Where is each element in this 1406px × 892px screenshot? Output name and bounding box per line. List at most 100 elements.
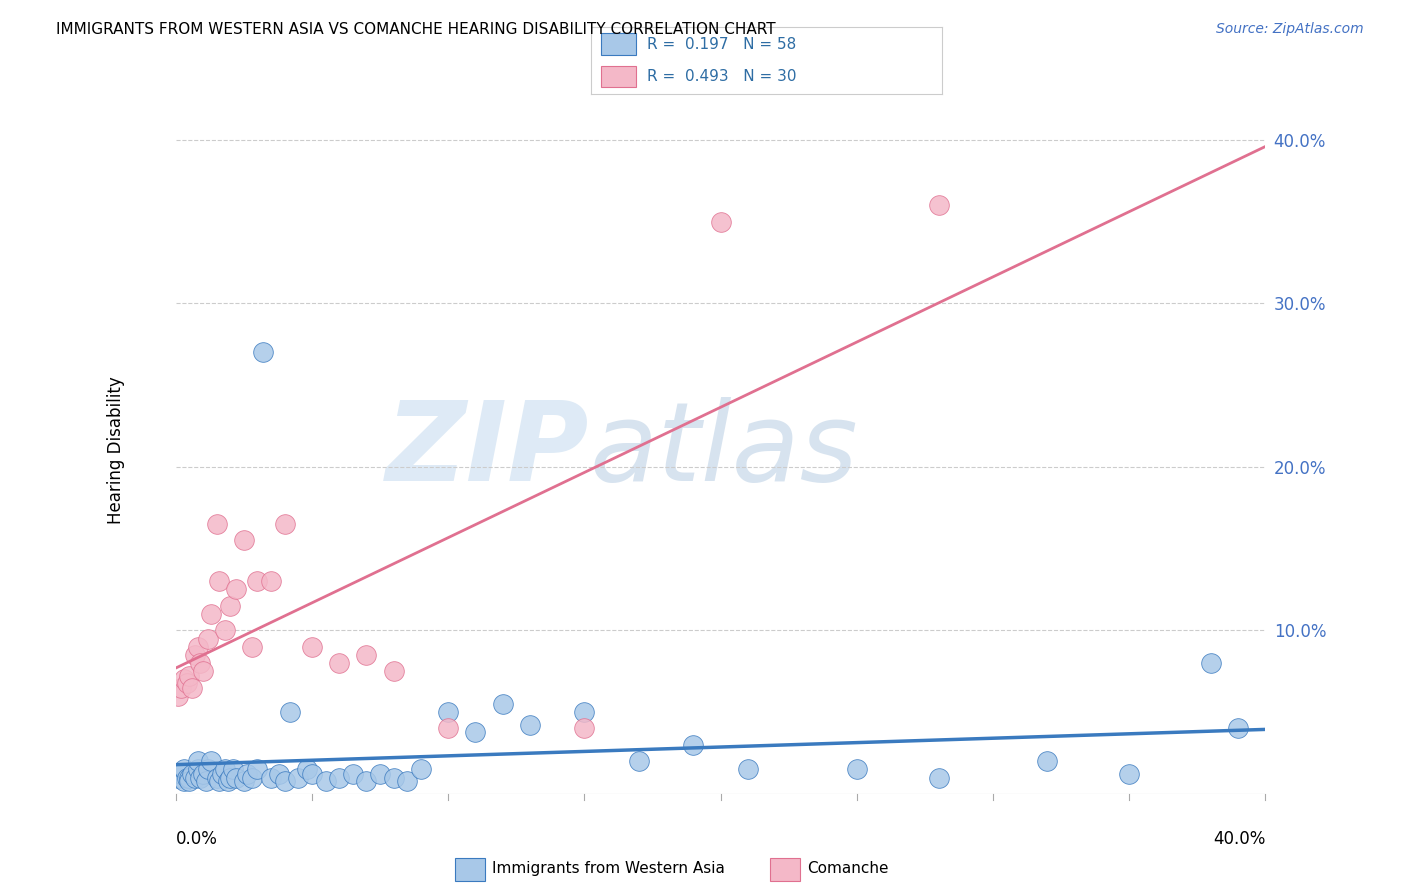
Point bbox=[173, 673, 195, 687]
Point bbox=[219, 771, 242, 785]
Point bbox=[225, 582, 247, 597]
Point bbox=[301, 767, 323, 781]
Point bbox=[222, 762, 245, 776]
Point bbox=[232, 773, 254, 788]
Point bbox=[1118, 767, 1140, 781]
Point bbox=[184, 648, 207, 662]
Point bbox=[235, 767, 257, 781]
Point bbox=[205, 771, 228, 785]
Point bbox=[197, 762, 219, 776]
Point bbox=[287, 771, 309, 785]
Point bbox=[328, 656, 350, 670]
Text: IMMIGRANTS FROM WESTERN ASIA VS COMANCHE HEARING DISABILITY CORRELATION CHART: IMMIGRANTS FROM WESTERN ASIA VS COMANCHE… bbox=[56, 22, 776, 37]
Point bbox=[240, 771, 263, 785]
Point bbox=[186, 640, 209, 654]
Point bbox=[356, 773, 378, 788]
Point bbox=[181, 681, 204, 695]
Point bbox=[274, 773, 297, 788]
Point bbox=[1199, 656, 1222, 670]
Text: Comanche: Comanche bbox=[807, 862, 889, 876]
Text: R =  0.493   N = 30: R = 0.493 N = 30 bbox=[647, 69, 796, 84]
Point bbox=[205, 516, 228, 531]
Point bbox=[197, 632, 219, 646]
Point bbox=[260, 574, 283, 589]
Point bbox=[382, 771, 405, 785]
Point bbox=[170, 767, 193, 781]
Point bbox=[737, 762, 759, 776]
Text: ZIP: ZIP bbox=[387, 397, 591, 504]
Point bbox=[184, 771, 207, 785]
Text: Immigrants from Western Asia: Immigrants from Western Asia bbox=[492, 862, 724, 876]
Point bbox=[240, 640, 263, 654]
Point bbox=[356, 648, 378, 662]
Point bbox=[200, 607, 222, 621]
Point bbox=[1036, 754, 1059, 768]
Text: atlas: atlas bbox=[591, 397, 859, 504]
Point bbox=[167, 689, 190, 703]
Point bbox=[301, 640, 323, 654]
Bar bbox=[602, 66, 636, 87]
Point bbox=[260, 771, 283, 785]
Point bbox=[214, 624, 236, 638]
Bar bbox=[456, 858, 485, 880]
Point bbox=[409, 762, 432, 776]
Point bbox=[176, 675, 198, 690]
Point bbox=[574, 722, 596, 736]
Point bbox=[170, 681, 193, 695]
Text: 0.0%: 0.0% bbox=[176, 830, 218, 848]
Point bbox=[217, 773, 239, 788]
Point bbox=[437, 722, 460, 736]
Point bbox=[211, 767, 233, 781]
Point bbox=[173, 762, 195, 776]
Point bbox=[252, 345, 274, 359]
Point bbox=[181, 767, 204, 781]
Point bbox=[246, 574, 269, 589]
Point bbox=[219, 599, 242, 613]
Point bbox=[269, 767, 291, 781]
Point bbox=[682, 738, 704, 752]
Text: Hearing Disability: Hearing Disability bbox=[107, 376, 125, 524]
Point bbox=[278, 705, 301, 719]
Point bbox=[627, 754, 650, 768]
Point bbox=[186, 762, 209, 776]
Point bbox=[315, 773, 337, 788]
Point bbox=[194, 773, 217, 788]
Text: Source: ZipAtlas.com: Source: ZipAtlas.com bbox=[1216, 22, 1364, 37]
Point bbox=[342, 767, 364, 781]
Point bbox=[328, 771, 350, 785]
Point bbox=[464, 724, 486, 739]
Point bbox=[173, 773, 195, 788]
Text: R =  0.197   N = 58: R = 0.197 N = 58 bbox=[647, 37, 796, 52]
Point bbox=[519, 718, 541, 732]
Point bbox=[214, 762, 236, 776]
Point bbox=[225, 771, 247, 785]
Point bbox=[232, 533, 254, 548]
Point bbox=[176, 771, 198, 785]
Point bbox=[710, 214, 733, 228]
Point bbox=[188, 771, 211, 785]
Point bbox=[191, 664, 214, 679]
Point bbox=[191, 767, 214, 781]
Point bbox=[274, 516, 297, 531]
Point bbox=[167, 771, 190, 785]
Point bbox=[295, 762, 318, 776]
Point bbox=[492, 697, 515, 711]
Point bbox=[208, 574, 231, 589]
Point bbox=[1227, 722, 1250, 736]
Bar bbox=[770, 858, 800, 880]
Point bbox=[179, 669, 201, 683]
Point bbox=[246, 762, 269, 776]
Point bbox=[179, 773, 201, 788]
Point bbox=[845, 762, 868, 776]
Point bbox=[396, 773, 419, 788]
Point bbox=[179, 771, 201, 785]
Point bbox=[186, 754, 209, 768]
Point bbox=[200, 754, 222, 768]
Point bbox=[368, 767, 391, 781]
Text: 40.0%: 40.0% bbox=[1213, 830, 1265, 848]
Point bbox=[437, 705, 460, 719]
Point bbox=[208, 773, 231, 788]
Bar bbox=[602, 33, 636, 55]
Point bbox=[574, 705, 596, 719]
Point bbox=[382, 664, 405, 679]
